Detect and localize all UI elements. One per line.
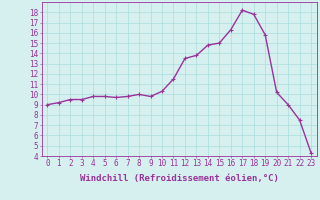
X-axis label: Windchill (Refroidissement éolien,°C): Windchill (Refroidissement éolien,°C) — [80, 174, 279, 183]
